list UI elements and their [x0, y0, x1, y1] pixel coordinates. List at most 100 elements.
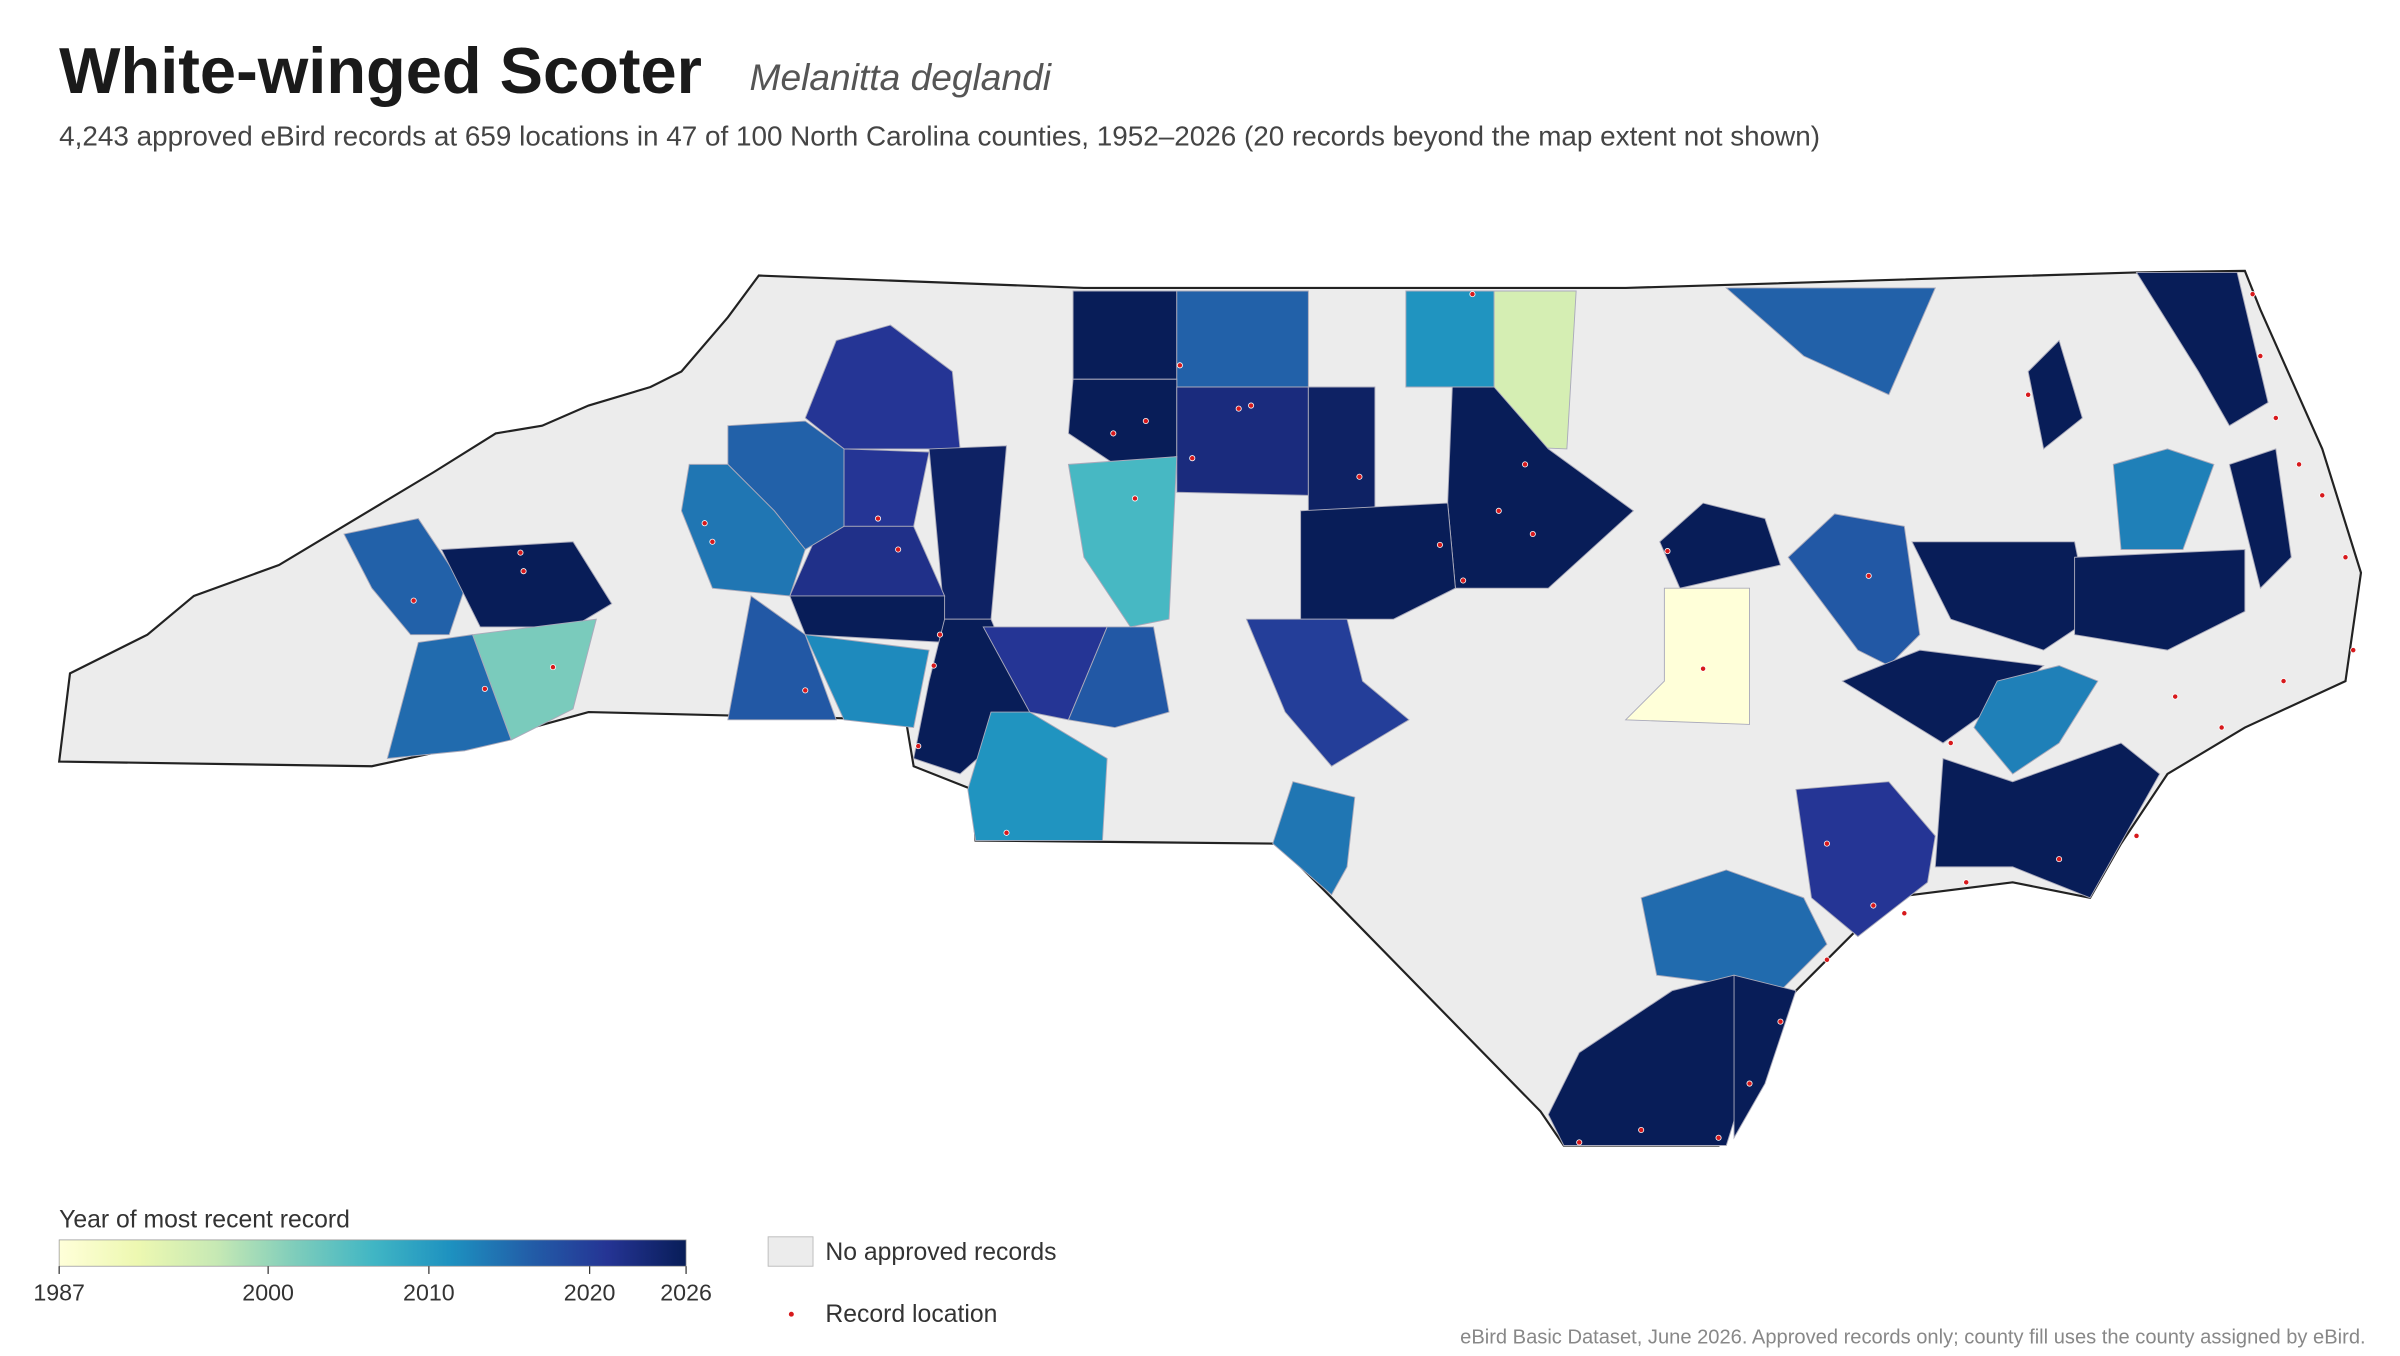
- record-dot: [2133, 832, 2140, 839]
- county: [1733, 974, 1797, 1140]
- colorbar-title: Year of most recent record: [59, 1207, 350, 1234]
- scientific-name: Melanitta deglandi: [750, 56, 1053, 98]
- record-dot: [481, 685, 488, 692]
- record-dot: [1777, 1018, 1784, 1025]
- county: [1307, 386, 1376, 512]
- record-dot: [2172, 693, 2179, 700]
- record-dot: [410, 597, 417, 604]
- record-dot: [1638, 1126, 1645, 1134]
- record-dot: [1110, 430, 1117, 437]
- record-dot: [1235, 405, 1242, 412]
- record-dot: [701, 520, 708, 527]
- county: [1072, 290, 1178, 380]
- record-dot: [875, 515, 882, 522]
- county: [1973, 665, 2099, 775]
- record-dot: [1664, 548, 1671, 555]
- counties: [343, 271, 2292, 1146]
- title: White-winged Scoter: [59, 34, 702, 107]
- county: [1725, 287, 1936, 396]
- record-dot: [1189, 455, 1196, 462]
- county: [1640, 869, 1828, 992]
- county: [343, 518, 466, 636]
- record-dot: [2025, 391, 2032, 398]
- county: [2027, 339, 2083, 450]
- county: [1067, 456, 1178, 628]
- county: [1176, 386, 1309, 496]
- record-dot: [517, 549, 524, 556]
- record-dot: [930, 662, 937, 669]
- record-dot: [2342, 554, 2349, 561]
- record-dot: [1901, 910, 1908, 917]
- record-dot: [1142, 418, 1149, 425]
- county: [680, 463, 806, 597]
- record-dot: [1176, 362, 1183, 369]
- county: [804, 634, 930, 729]
- record-dot: [520, 568, 527, 575]
- record-dot: [915, 743, 922, 750]
- record-dot: [1003, 829, 1010, 836]
- record-dot: [1529, 531, 1536, 538]
- county: [440, 541, 613, 628]
- record-dot: [1522, 461, 1529, 468]
- county: [2112, 448, 2215, 550]
- record-dot: [1248, 402, 1255, 409]
- record-dot: [1495, 507, 1502, 514]
- record-dot: [2319, 492, 2326, 499]
- county: [2135, 271, 2269, 427]
- record-dot: [1823, 956, 1830, 963]
- record-dot: [2257, 353, 2264, 360]
- county: [843, 448, 930, 527]
- colorbar-tick-label: 2000: [242, 1279, 294, 1305]
- record-dot: [1131, 495, 1139, 502]
- colorbar-tick-label: 2010: [403, 1279, 455, 1305]
- record-dot: [1576, 1139, 1583, 1146]
- county: [1300, 502, 1456, 620]
- county: [1624, 587, 1750, 725]
- county: [1787, 513, 1921, 667]
- record-dot: [549, 664, 556, 671]
- county: [1176, 290, 1309, 388]
- record-dot: [802, 687, 809, 694]
- county: [1245, 618, 1410, 767]
- record-dot: [2249, 291, 2256, 298]
- record-dot: [1436, 541, 1443, 548]
- record-dot: [2280, 678, 2287, 685]
- county: [2074, 549, 2246, 651]
- record-dot: [1460, 577, 1467, 584]
- county: [1659, 502, 1782, 589]
- footnote: eBird Basic Dataset, June 2026. Approved…: [1460, 1327, 2365, 1349]
- record-dot: [1469, 291, 1476, 298]
- record-dot: [1823, 840, 1830, 847]
- county: [1795, 781, 1936, 938]
- county: [727, 595, 837, 721]
- county: [1272, 781, 1356, 896]
- record-dot: [2296, 461, 2303, 468]
- no-data-label: No approved records: [825, 1239, 1056, 1266]
- record-dot: [895, 546, 902, 553]
- record-dot: [2218, 724, 2225, 731]
- no-data-swatch: [767, 1236, 814, 1267]
- county: [386, 634, 512, 760]
- record-dot: [2272, 414, 2279, 421]
- colorbar-tick-label: 1987: [33, 1279, 85, 1305]
- record-dot: [2350, 647, 2357, 654]
- county: [2228, 448, 2292, 590]
- colorbar-tick-label: 2020: [564, 1279, 616, 1305]
- record-dot: [936, 631, 943, 638]
- record-swatch: [788, 1311, 794, 1317]
- county: [1911, 541, 2091, 651]
- record-dot: [1963, 879, 1970, 886]
- record-dot: [1870, 902, 1877, 909]
- colorbar-tick-label: 2026: [660, 1279, 712, 1305]
- record-dot: [709, 538, 716, 545]
- record-dot: [1947, 739, 1954, 747]
- record-label: Record location: [825, 1301, 997, 1328]
- subtitle: 4,243 approved eBird records at 659 loca…: [59, 121, 1820, 152]
- record-locations: [410, 291, 2357, 1146]
- record-dot: [1746, 1080, 1753, 1087]
- record-dot: [2056, 856, 2063, 863]
- county: [1405, 290, 1495, 388]
- colorbar: [58, 1239, 687, 1267]
- record-dot: [1715, 1134, 1722, 1141]
